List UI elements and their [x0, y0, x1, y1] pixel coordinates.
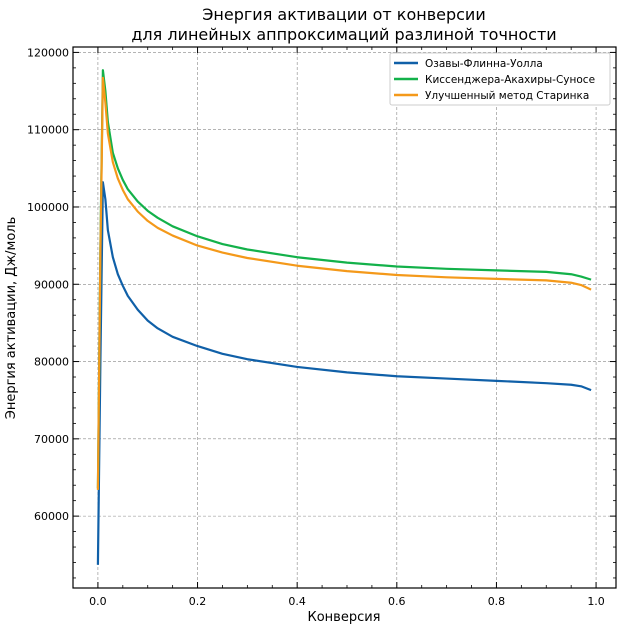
legend-label-2: Киссенджера-Акахиры-Суносе [425, 74, 595, 86]
y-tick-label: 110000 [27, 124, 69, 137]
series-lines [96, 69, 592, 565]
y-tick-label: 100000 [27, 201, 69, 214]
chart-title-line-1: Энергия активации от конверсии [202, 5, 485, 24]
axis-ticks: 0.0 0.2 0.4 0.6 0.8 1.0 60000 70000 80000 90000 10… [27, 46, 616, 608]
y-tick-label: 90000 [34, 278, 69, 291]
x-axis-label: Конверсия [307, 610, 380, 625]
series-line-3 [96, 76, 592, 490]
series-line-1 [96, 181, 592, 565]
x-tick-label: 0.4 [288, 595, 306, 608]
x-tick-label: 0.0 [89, 595, 107, 608]
x-tick-label: 0.2 [189, 595, 207, 608]
x-tick-label: 0.8 [488, 595, 506, 608]
chart-title-line-2: для линейных аппроксимаций разлиной точн… [131, 25, 556, 44]
y-tick-label: 60000 [34, 510, 69, 523]
legend-label-3: Улучшенный метод Старинка [425, 90, 589, 102]
legend-box [389, 52, 611, 106]
x-tick-label: 1.0 [587, 595, 605, 608]
y-tick-label: 80000 [34, 356, 69, 369]
y-tick-label: 120000 [27, 46, 69, 59]
plot-frame [72, 46, 617, 589]
legend-label-1: Озавы-Флинна-Уолла [425, 58, 543, 70]
grid [73, 47, 616, 588]
legend: Озавы-Флинна-Уолла Киссенджера-Акахиры-Су… [389, 52, 611, 106]
y-axis-label: Энергия активации, Дж/моль [4, 217, 19, 420]
x-tick-label: 0.6 [388, 595, 406, 608]
y-tick-label: 70000 [34, 433, 69, 446]
